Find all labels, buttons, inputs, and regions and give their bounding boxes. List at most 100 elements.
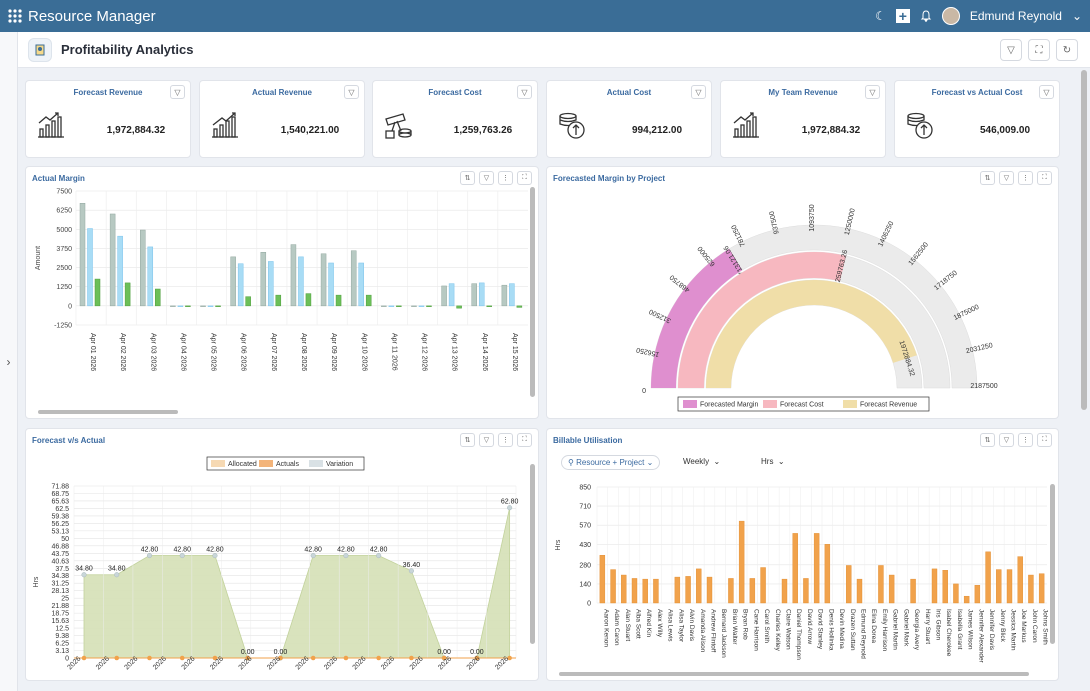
unit-dropdown[interactable]: Hrs ⌄ xyxy=(761,457,785,466)
kpi-card-forecast-revenue: Forecast Revenue ▽ 1,972,884.32 xyxy=(25,80,191,158)
forecasted-margin-gauge: 713121.06 1259763.261972884.3201562503125… xyxy=(636,204,998,412)
x-tick-label: Apr 12 2026 xyxy=(421,333,428,371)
x-tick-label: Georgia Avery xyxy=(913,609,920,651)
bar xyxy=(781,578,788,604)
legend-swatch xyxy=(309,460,323,467)
kpi-filter-button[interactable]: ▽ xyxy=(1039,85,1054,99)
coin-stack-icon xyxy=(559,112,585,139)
bar xyxy=(260,252,267,307)
notification-bell-icon[interactable] xyxy=(920,10,932,22)
bar xyxy=(610,569,616,604)
expand-icon[interactable]: ⛶ xyxy=(1037,171,1052,185)
kpi-filter-button[interactable]: ▽ xyxy=(170,85,185,99)
sort-icon[interactable]: ⇅ xyxy=(980,171,995,185)
kpi-title: Forecast vs Actual Cost xyxy=(931,88,1023,97)
bar xyxy=(471,283,477,307)
variation-point xyxy=(343,553,349,559)
expand-icon[interactable]: ⛶ xyxy=(517,171,532,185)
brand[interactable]: Resource Manager xyxy=(8,8,156,25)
vertical-scrollbar[interactable] xyxy=(530,187,535,397)
x-tick-label: Apr 09 2026 xyxy=(330,333,337,371)
data-label: 42.80 xyxy=(370,547,388,554)
gauge-tick-label: 1093750 xyxy=(809,204,816,231)
user-name[interactable]: Edmund Reynold xyxy=(969,9,1062,23)
actuals-point xyxy=(343,655,349,661)
x-tick-label: Claire Watson xyxy=(785,609,792,650)
bar xyxy=(846,565,852,604)
y-tick-label: -1250 xyxy=(54,323,72,330)
y-tick-label: 37.5 xyxy=(55,566,69,573)
apps-grid-icon[interactable] xyxy=(8,9,22,23)
x-tick-label: Emily Harrison xyxy=(881,609,888,652)
vertical-scrollbar[interactable] xyxy=(530,464,535,644)
bar xyxy=(177,305,184,307)
forecasted-margin-panel: Forecasted Margin by Project ⇅ ▽ ⋮ ⛶ 713… xyxy=(546,166,1059,419)
avatar[interactable] xyxy=(941,7,960,25)
bar xyxy=(381,305,387,307)
revenue-chart-icon xyxy=(733,112,759,138)
legend-swatch xyxy=(211,460,225,467)
page-vertical-scrollbar[interactable] xyxy=(1081,70,1087,410)
kpi-filter-button[interactable]: ▽ xyxy=(865,85,880,99)
refresh-button[interactable]: ↻ xyxy=(1056,39,1078,61)
more-options-icon[interactable]: ⋮ xyxy=(1018,433,1033,447)
expand-icon[interactable]: ⛶ xyxy=(1037,433,1052,447)
period-dropdown[interactable]: Weekly ⌄ xyxy=(683,457,721,466)
unit-label: Hrs xyxy=(761,457,774,466)
more-options-icon[interactable]: ⋮ xyxy=(498,433,513,447)
filter-icon[interactable]: ▽ xyxy=(999,433,1014,447)
kpi-filter-button[interactable]: ▽ xyxy=(344,85,359,99)
x-tick-label: Apr 11 2026 xyxy=(390,333,397,371)
x-tick-label: Alan Stuart xyxy=(624,609,631,641)
kpi-filter-button[interactable]: ▽ xyxy=(517,85,532,99)
more-options-icon[interactable]: ⋮ xyxy=(498,171,513,185)
group-icon: ⚲ xyxy=(568,458,577,467)
chevron-down-icon[interactable]: ⌄ xyxy=(1071,9,1082,23)
sort-icon[interactable]: ⇅ xyxy=(460,433,475,447)
x-tick-label: Alex Willy xyxy=(656,609,663,638)
horizontal-scrollbar[interactable] xyxy=(559,672,1029,676)
y-tick-label: 0 xyxy=(587,601,591,608)
sidebar-toggle[interactable]: › xyxy=(0,32,18,691)
chevron-right-icon[interactable]: › xyxy=(6,354,11,369)
bar xyxy=(642,578,648,604)
bar xyxy=(478,282,485,307)
bar xyxy=(456,305,462,309)
filter-icon[interactable]: ▽ xyxy=(999,171,1014,185)
bar xyxy=(117,235,123,307)
filter-icon: ▽ xyxy=(1007,44,1015,56)
y-tick-label: 46.88 xyxy=(51,543,69,550)
data-label: 42.80 xyxy=(337,547,355,554)
y-tick-label: 6.25 xyxy=(55,641,69,648)
bar xyxy=(631,578,638,604)
bar xyxy=(396,305,402,307)
x-tick-label: Jennifer Davis xyxy=(988,609,995,651)
x-tick-label: James Wilson xyxy=(967,609,974,650)
sort-icon[interactable]: ⇅ xyxy=(980,433,995,447)
x-tick-label: Alba Scott xyxy=(635,609,642,639)
kpi-title: My Team Revenue xyxy=(768,88,838,97)
vertical-scrollbar[interactable] xyxy=(1050,484,1055,644)
filter-icon[interactable]: ▽ xyxy=(479,433,494,447)
billable-utilisation-panel: Billable Utilisation ⇅ ▽ ⋮ ⛶ ⚲ Resource … xyxy=(546,428,1059,681)
horizontal-scrollbar[interactable] xyxy=(38,410,178,414)
kpi-filter-button[interactable]: ▽ xyxy=(691,85,706,99)
y-tick-label: 18.75 xyxy=(51,611,69,618)
data-label: 42.80 xyxy=(206,547,224,554)
y-tick-label: 25 xyxy=(61,596,69,603)
add-icon[interactable]: + xyxy=(895,9,910,23)
kpi-card-actual-cost: Actual Cost ▽ 994,212.00 xyxy=(546,80,712,158)
bar xyxy=(509,283,515,307)
bar xyxy=(931,568,938,604)
filter-icon[interactable]: ▽ xyxy=(479,171,494,185)
x-tick-label: Apr 01 2026 xyxy=(89,333,96,371)
expand-icon[interactable]: ⛶ xyxy=(517,433,532,447)
fullscreen-button[interactable]: ⛶ xyxy=(1028,39,1050,61)
more-options-icon[interactable]: ⋮ xyxy=(1018,171,1033,185)
filter-button[interactable]: ▽ xyxy=(1000,39,1022,61)
resource-project-dropdown[interactable]: ⚲ Resource + Project ⌄ xyxy=(561,455,661,470)
dark-mode-moon-icon[interactable]: ☾ xyxy=(875,9,886,23)
revenue-chart-icon xyxy=(38,112,64,138)
bar xyxy=(953,583,959,604)
sort-icon[interactable]: ⇅ xyxy=(460,171,475,185)
